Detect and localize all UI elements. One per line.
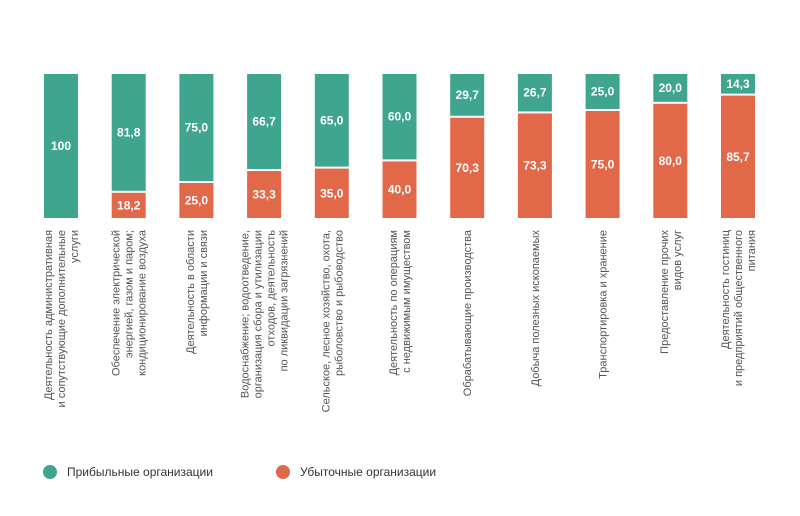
bar-profitable-5 xyxy=(382,74,417,160)
category-label-7: Добыча полезных ископаемых xyxy=(530,230,542,387)
category-label-0: Деятельность административнаяи сопутству… xyxy=(43,230,81,408)
bar-unprofitable-7 xyxy=(517,113,552,218)
value-label-profitable-4: 65,0 xyxy=(320,113,344,127)
category-label-9: Предоставление прочихвидов услуг xyxy=(659,230,684,354)
category-label-10: Деятельность гостиници предприятий общес… xyxy=(720,229,758,386)
bar-unprofitable-3 xyxy=(247,171,282,218)
value-label-unprofitable-10: 85,7 xyxy=(726,150,750,164)
legend-marker-unprofitable xyxy=(276,465,290,479)
category-label-1: Обеспечение электрическойэнергией, газом… xyxy=(111,229,149,376)
value-label-profitable-8: 25,0 xyxy=(591,85,615,99)
value-label-unprofitable-6: 70,3 xyxy=(456,161,480,175)
bar-profitable-6 xyxy=(450,74,485,116)
value-label-unprofitable-3: 33,3 xyxy=(252,188,276,202)
value-label-unprofitable-1: 18,2 xyxy=(117,198,141,212)
value-label-profitable-6: 29,7 xyxy=(456,88,480,102)
value-label-profitable-1: 81,8 xyxy=(117,125,141,139)
value-label-unprofitable-5: 40,0 xyxy=(388,183,412,197)
value-label-profitable-7: 26,7 xyxy=(523,86,547,100)
category-label-5: Деятельность по операциямс недвижимым им… xyxy=(388,230,413,375)
value-label-unprofitable-9: 80,0 xyxy=(659,154,683,168)
value-label-profitable-3: 66,7 xyxy=(252,115,276,129)
bar-unprofitable-8 xyxy=(585,111,620,218)
category-label-2: Деятельность в областиинформации и связи xyxy=(185,230,210,354)
bar-profitable-10 xyxy=(721,74,755,94)
value-label-unprofitable-8: 75,0 xyxy=(591,158,615,172)
category-label-4: Сельское, лесное хозяйство, охота,рыболо… xyxy=(320,230,345,412)
value-label-profitable-9: 20,0 xyxy=(659,81,683,95)
legend-item-profitable: Прибыльные организации xyxy=(43,465,213,479)
bar-unprofitable-1 xyxy=(111,192,146,218)
bar-profitable-8 xyxy=(585,74,620,109)
category-label-8: Транспортировка и хранение xyxy=(598,230,610,379)
bar-profitable-1 xyxy=(111,74,146,191)
legend-label-profitable: Прибыльные организации xyxy=(67,465,213,479)
legend-label-unprofitable: Убыточные организации xyxy=(300,465,437,479)
category-label-3: Водоснабжение; водоотведение,организация… xyxy=(240,230,291,399)
value-label-unprofitable-4: 35,0 xyxy=(320,186,344,200)
legend-item-unprofitable: Убыточные организации xyxy=(276,465,436,479)
bar-profitable-9 xyxy=(653,74,688,102)
bar-unprofitable-5 xyxy=(382,161,417,218)
bar-unprofitable-9 xyxy=(653,103,688,218)
value-label-unprofitable-2: 25,0 xyxy=(185,194,209,208)
value-label-unprofitable-7: 73,3 xyxy=(523,159,547,173)
value-label-profitable-0: 100 xyxy=(51,139,71,153)
bar-unprofitable-4 xyxy=(314,168,349,218)
legend-marker-profitable xyxy=(43,465,57,479)
bar-unprofitable-2 xyxy=(179,183,214,218)
value-label-profitable-10: 14,3 xyxy=(726,77,750,91)
bar-profitable-2 xyxy=(179,74,214,181)
value-label-profitable-5: 60,0 xyxy=(388,110,412,124)
bar-unprofitable-6 xyxy=(450,117,485,218)
bar-profitable-0 xyxy=(44,74,78,218)
bar-profitable-3 xyxy=(247,74,282,170)
category-label-6: Обрабатывающие производства xyxy=(462,229,474,396)
value-label-profitable-2: 75,0 xyxy=(185,121,209,135)
bar-profitable-7 xyxy=(517,74,552,112)
bar-unprofitable-10 xyxy=(721,95,755,218)
bar-profitable-4 xyxy=(314,74,349,167)
